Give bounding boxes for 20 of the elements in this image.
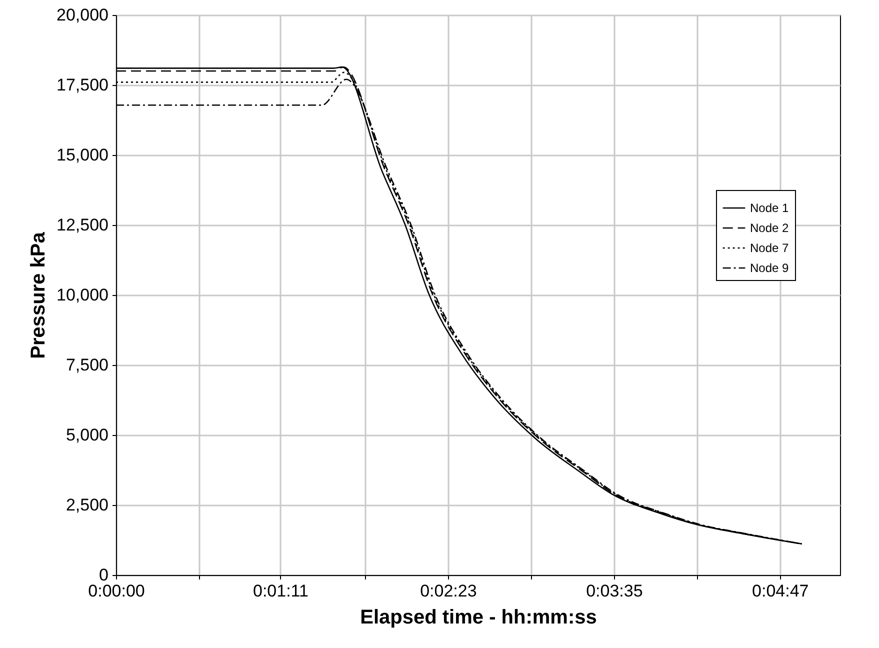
legend-label: Node 9 [750,261,790,275]
x-tick-label: 0:01:11 [253,582,308,600]
y-tick-label: 0 [99,566,108,584]
x-tick-label: 0:03:35 [586,582,643,600]
x-tick-label: 0:02:23 [420,582,477,600]
y-tick-label: 17,500 [56,76,108,94]
y-tick-label: 20,000 [56,6,108,24]
legend-label: Node 2 [750,221,790,235]
y-tick-label: 10,000 [56,286,108,304]
y-tick-label: 7,500 [66,356,108,374]
y-tick-label: 5,000 [66,426,108,444]
legend-label: Node 7 [750,241,790,255]
y-axis-title: Pressure kPa [28,231,50,359]
legend-label: Node 1 [750,201,790,215]
x-tick-label: 0:04:47 [752,582,809,600]
y-tick-label: 15,000 [56,146,108,164]
x-tick-label: 0:00:00 [88,582,145,600]
x-axis-title: Elapsed time - hh:mm:ss [360,606,597,628]
y-tick-label: 12,500 [56,216,108,234]
y-tick-label: 2,500 [66,496,108,514]
